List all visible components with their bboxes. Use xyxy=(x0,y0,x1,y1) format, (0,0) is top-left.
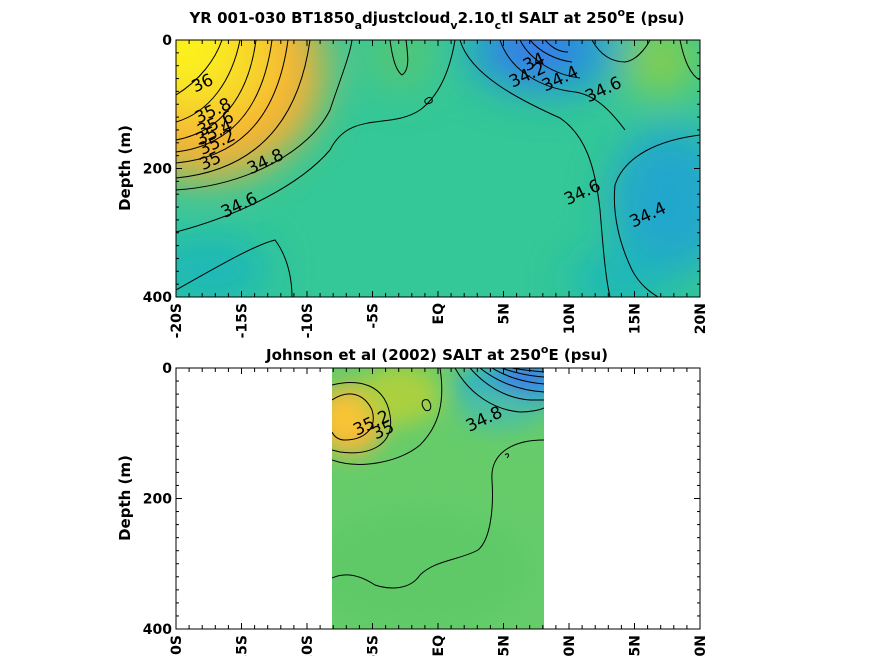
bottom-contour-lines xyxy=(332,368,544,589)
x-tick-label: -20S xyxy=(169,635,185,656)
bottom-y-axis-label: Depth (m) xyxy=(116,455,134,541)
title-part: c xyxy=(495,19,502,32)
x-tick-label: -10S xyxy=(300,635,316,656)
bottom-heatmap-field xyxy=(332,368,544,629)
y-tick-label: 0 xyxy=(162,33,172,49)
x-tick-label: EQ xyxy=(431,635,447,656)
x-tick-label: 10N xyxy=(562,303,578,334)
top-panel: YR 001-030 BT1850adjustcloudv2.10ctl SAL… xyxy=(116,6,709,338)
top-chart-title: YR 001-030 BT1850adjustcloudv2.10ctl SAL… xyxy=(188,6,684,32)
x-tick-label: -15S xyxy=(235,635,251,656)
x-tick-label: 20N xyxy=(693,635,709,656)
x-tick-label: 15N xyxy=(628,303,644,334)
y-tick-label: 0 xyxy=(162,361,172,377)
title-part: a xyxy=(355,19,362,32)
title-part: tl SALT at 250 xyxy=(501,9,617,27)
bottom-axis-ticks: -20S -15S -10S -5S EQ 5N 10N 15N 20N 0 200 400 xyxy=(143,361,709,656)
top-y-axis-label: Depth (m) xyxy=(116,125,134,211)
y-tick-label: 200 xyxy=(143,492,172,508)
title-part: YR 001-030 BT1850 xyxy=(188,9,354,27)
x-tick-label: -5S xyxy=(366,635,382,656)
x-tick-label: 15N xyxy=(628,635,644,656)
x-tick-label: -10S xyxy=(300,303,316,338)
x-tick-label: EQ xyxy=(431,303,447,325)
y-tick-label: 200 xyxy=(143,162,172,178)
x-tick-label: -15S xyxy=(235,303,251,338)
title-part: E (psu) xyxy=(625,9,685,27)
x-tick-label: 5N xyxy=(497,303,513,324)
top-heatmap-field xyxy=(176,40,700,297)
bottom-chart-title: Johnson et al (2002) SALT at 250oE (psu) xyxy=(265,343,608,364)
x-tick-label: 10N xyxy=(562,635,578,656)
bottom-panel: Johnson et al (2002) SALT at 250oE (psu) xyxy=(116,343,709,656)
x-tick-label: 20N xyxy=(693,303,709,334)
title-part: Johnson et al (2002) SALT at 250 xyxy=(265,346,541,364)
x-tick-label: -20S xyxy=(169,303,185,338)
title-part: v xyxy=(450,19,458,32)
x-tick-label: -5S xyxy=(366,303,382,329)
y-tick-label: 400 xyxy=(143,290,172,306)
title-part: o xyxy=(541,343,549,356)
title-part: djustcloud xyxy=(362,9,450,27)
title-part: E (psu) xyxy=(548,346,608,364)
title-part: o xyxy=(617,6,625,19)
y-tick-label: 400 xyxy=(143,622,172,638)
top-contour-lines xyxy=(176,40,700,297)
x-tick-label: 5N xyxy=(497,635,513,656)
top-axis-ticks: -20S -15S -10S -5S EQ 5N 10N 15N 20N 0 200 400 xyxy=(143,33,709,338)
title-part: 2.10 xyxy=(458,9,495,27)
